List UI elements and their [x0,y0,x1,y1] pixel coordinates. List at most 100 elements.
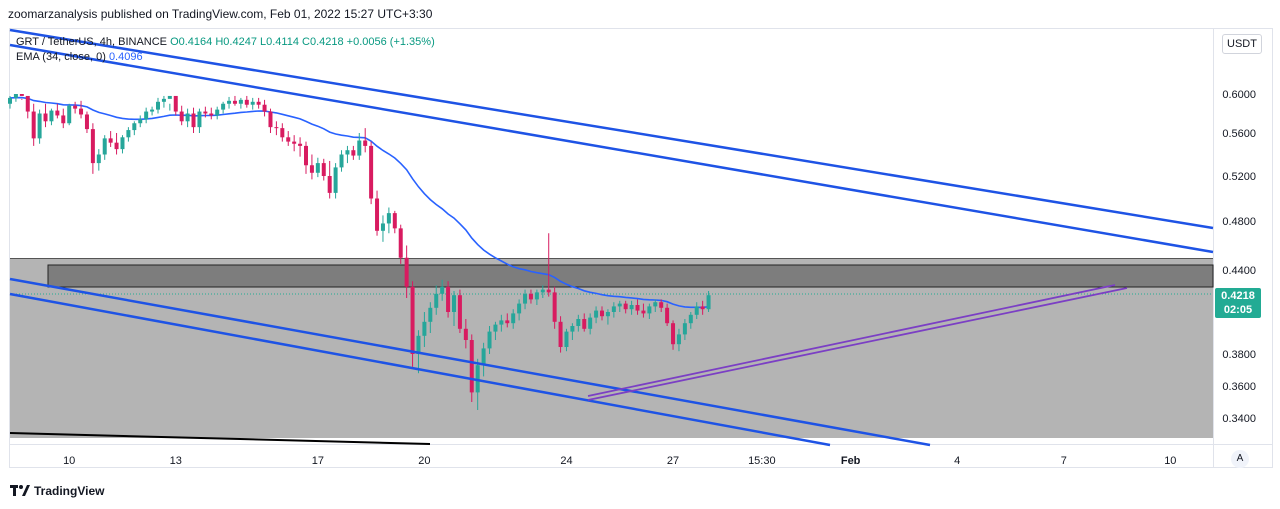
candle-body [487,331,492,349]
x-axis-tick-label: Feb [841,455,861,467]
upper-channel-line-bottom [9,43,1214,254]
candle-body [339,154,344,168]
y-axis-tick-label: 0.4800 [1222,216,1256,228]
candle-body [422,321,427,336]
x-axis-tick-label: 27 [667,455,679,467]
candle-body [209,113,214,116]
last-price-value: 0.4218 [1221,290,1255,302]
candle-body [43,113,48,122]
candle-body [79,108,84,115]
candle-body [37,113,42,139]
candle-body [505,320,510,324]
candle-body [570,326,575,332]
candle-body [203,111,208,114]
candle-body [665,307,670,324]
x-axis-tick-label: 10 [1164,455,1176,467]
candle-body [475,365,480,393]
time-axis-separator [9,444,1273,445]
rising-support-line-bottom [587,287,1128,401]
candle-body [197,111,202,128]
candle-body [694,306,699,315]
last-price-tag: 0.4218 02:05 [1215,288,1261,318]
candle-body [102,138,107,155]
candle-body [392,213,397,229]
candle-body [386,213,391,224]
candle-body [274,127,279,129]
candle-body [564,331,569,347]
auto-scale-button[interactable]: A [1231,450,1249,468]
symbol-label[interactable]: GRT / TetherUS, 4h, BINANCE [16,36,168,48]
x-axis-tick-label: 15:30 [748,455,776,467]
lower-channel-line-top [9,277,931,447]
candle-body [700,306,705,310]
candle-body [8,97,12,104]
candle-body [238,99,243,104]
candle-body [250,101,255,105]
candle-body [588,317,593,329]
candle-body [268,111,273,128]
candle-body [25,95,30,112]
x-axis-tick-label: 13 [170,455,182,467]
footer-brand[interactable]: TradingView [10,484,104,499]
candle-body [179,111,184,122]
candle-body [298,143,303,146]
candle-body [55,110,60,116]
x-axis-tick-label: 10 [63,455,75,467]
y-axis-tick-label: 0.5600 [1222,128,1256,140]
candle-body [629,305,634,310]
candle-body [49,110,54,122]
candle-body [540,289,545,293]
y-axis-tick-label: 0.6000 [1222,89,1256,101]
x-axis-tick-label: 20 [418,455,430,467]
candle-body [191,113,196,128]
ema-value: 0.4096 [108,51,143,63]
x-axis-tick-label: 17 [312,455,324,467]
y-axis-tick-label: 0.3800 [1222,349,1256,361]
candle-body [357,140,362,156]
ema-label[interactable]: EMA (34, close, 0) [16,51,106,63]
candle-body [61,115,66,124]
candle-body [671,323,676,345]
candle-body [156,101,160,110]
candle-body [552,292,557,322]
ema-legend-row: EMA (34, close, 0) 0.4096 [16,50,435,65]
candle-body [262,104,267,112]
candle-body [114,142,119,150]
candle-body [380,223,385,231]
candle-body [315,163,320,173]
candle-body [120,137,125,150]
candle-body [452,295,456,312]
resistance-zone [47,264,1214,288]
currency-button[interactable]: USDT [1222,34,1262,54]
candle-body [96,154,101,164]
candle-body [434,293,439,308]
candle-body [232,100,237,104]
y-axis-tick-label: 0.3600 [1222,381,1256,393]
candle-body [67,105,72,124]
candle-body [523,293,528,304]
candle-body [185,113,190,122]
candle-body [108,138,113,143]
candle-body [528,293,533,300]
candle-body [84,114,89,130]
candle-body [653,302,658,307]
candle-body [256,101,261,105]
candle-body [582,319,587,329]
candle-body [31,111,36,139]
candle-body [90,129,95,164]
candle-body [375,198,380,231]
candle-body [345,150,350,155]
candle-body [404,257,409,287]
open-value: O0.4164 [170,36,213,48]
upper-channel-line-top [9,28,1214,230]
candle-body [676,334,681,345]
candle-body [688,314,693,324]
y-axis-tick-label: 0.5200 [1222,171,1256,183]
rising-support-line-top [587,284,1116,397]
candle-body [611,306,616,312]
candle-body [481,348,486,366]
candle-body [617,303,622,307]
candle-body [682,323,687,335]
candle-body [167,95,172,99]
